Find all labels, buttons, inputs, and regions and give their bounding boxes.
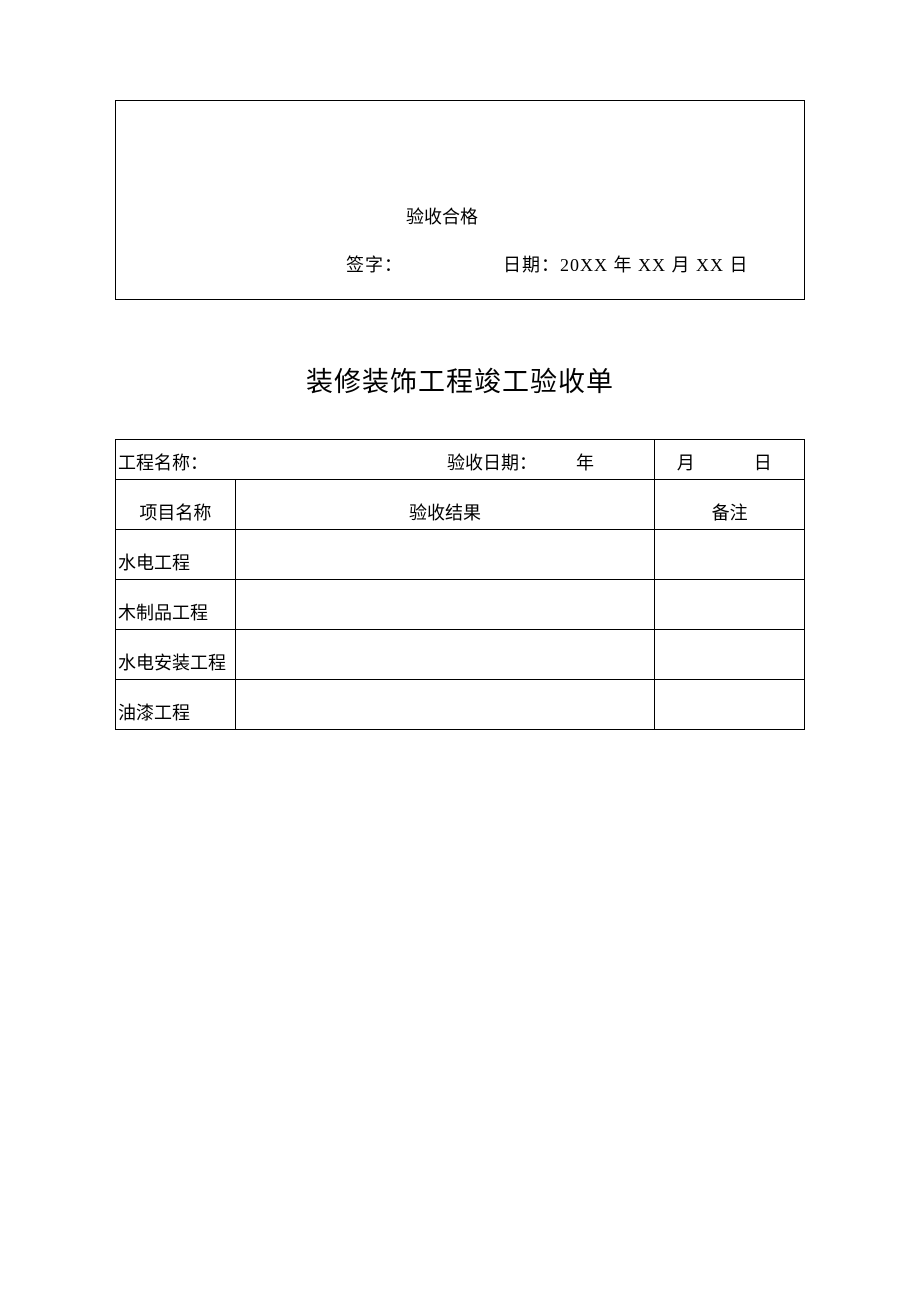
row-result [235,580,654,630]
table-header-row-1: 工程名称： 验收日期： 年 月 日 [116,440,805,480]
row-remark [655,630,805,680]
approval-box: 验收合格 签字： 日期：20XX 年 XX 月 XX 日 [115,100,805,300]
table-column-header-row: 项目名称 验收结果 备注 [116,480,805,530]
table-row: 水电工程 [116,530,805,580]
date-month: 月 [677,449,695,475]
col-header-remark: 备注 [655,480,805,530]
signature-label: 签字： [346,251,403,277]
row-label: 水电安装工程 [116,630,236,680]
signature-line: 签字： 日期：20XX 年 XX 月 XX 日 [346,251,749,277]
project-name-text: 工程名称： [118,453,208,473]
table-row: 水电安装工程 [116,630,805,680]
row-label: 水电工程 [116,530,236,580]
col-header-result: 验收结果 [235,480,654,530]
approval-text: 验收合格 [406,203,478,229]
acceptance-table: 工程名称： 验收日期： 年 月 日 项目名称 验收结果 备注 水电工程 木制品工… [115,439,805,730]
row-label: 油漆工程 [116,680,236,730]
date-month-day-cell: 月 日 [655,440,805,480]
row-remark [655,530,805,580]
table-row: 油漆工程 [116,680,805,730]
col-header-project: 项目名称 [116,480,236,530]
row-result [235,630,654,680]
page-title: 装修装饰工程竣工验收单 [110,360,810,399]
table-row: 木制品工程 [116,580,805,630]
row-remark [655,580,805,630]
date-year: 年 [576,453,594,473]
row-remark [655,680,805,730]
acceptance-date-label: 验收日期： [447,453,537,473]
row-result [235,680,654,730]
row-result [235,530,654,580]
project-name-label: 工程名称： 验收日期： 年 [116,440,655,480]
date-day: 日 [754,449,772,475]
row-label: 木制品工程 [116,580,236,630]
date-text: 日期：20XX 年 XX 月 XX 日 [503,251,749,277]
